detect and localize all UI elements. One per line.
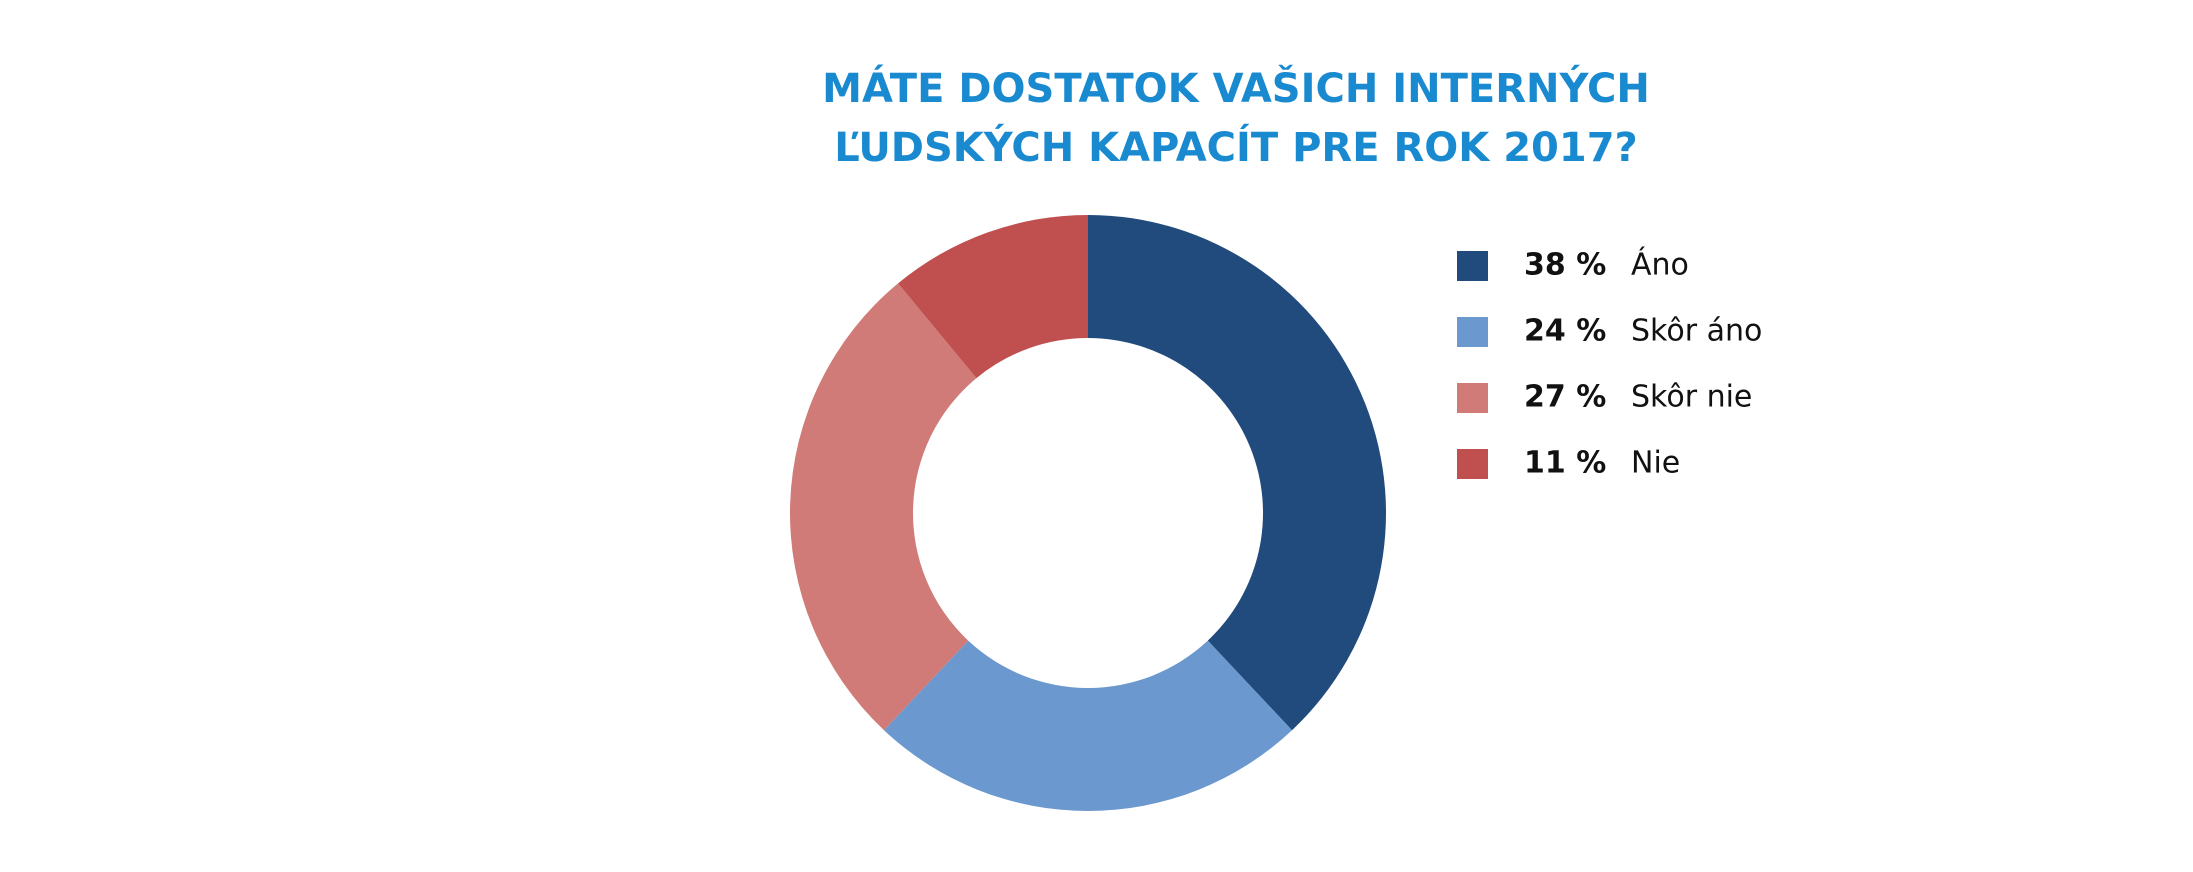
legend-value: 27 % — [1524, 380, 1606, 415]
legend-swatch — [1457, 317, 1488, 347]
donut-slice — [898, 215, 1088, 379]
legend-label: Nie — [1631, 446, 1680, 481]
donut-slice — [790, 283, 977, 731]
donut-slice — [1088, 215, 1386, 731]
legend-label: Áno — [1631, 247, 1689, 283]
legend-value: 24 % — [1524, 314, 1606, 349]
legend-swatch — [1457, 449, 1488, 479]
chart-title: ĽUDSKÝCH KAPACÍT PRE ROK 2017? — [834, 122, 1637, 171]
legend-value: 38 % — [1524, 248, 1606, 283]
legend-label: Skôr nie — [1631, 380, 1752, 415]
chart-title: MÁTE DOSTATOK VAŠICH INTERNÝCH — [822, 63, 1650, 112]
legend-label: Skôr áno — [1631, 314, 1762, 349]
legend-swatch — [1457, 383, 1488, 413]
legend-swatch — [1457, 251, 1488, 281]
legend-value: 11 % — [1524, 446, 1606, 481]
donut-slice — [884, 640, 1292, 811]
